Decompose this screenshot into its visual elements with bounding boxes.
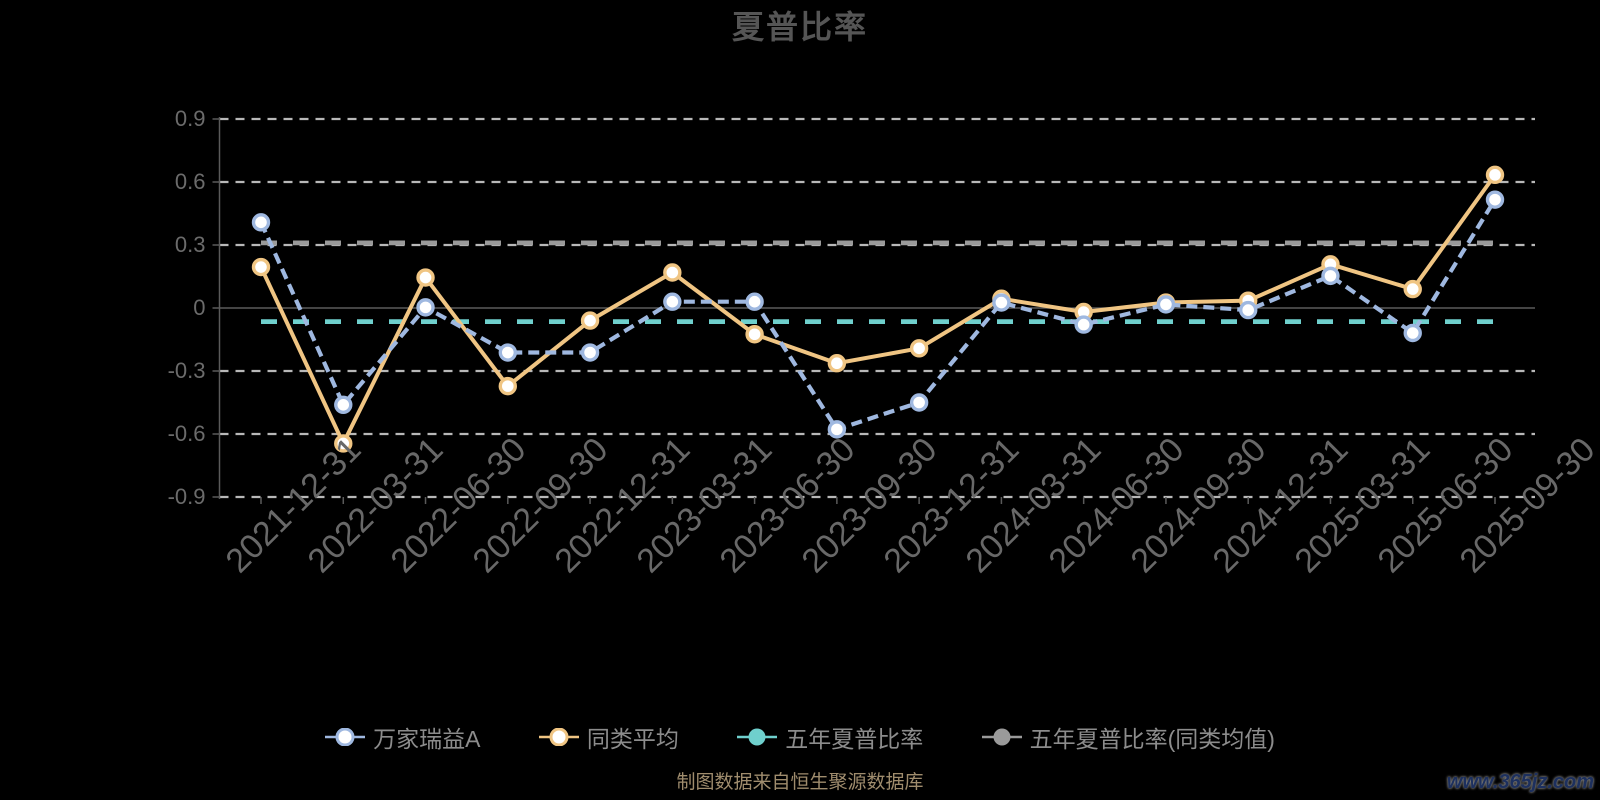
svg-text:0.9: 0.9 <box>175 106 206 131</box>
svg-text:0.3: 0.3 <box>175 232 206 257</box>
svg-text:-0.6: -0.6 <box>168 421 206 446</box>
svg-text:0.6: 0.6 <box>175 169 206 194</box>
svg-text:-0.3: -0.3 <box>168 358 206 383</box>
svg-text:0: 0 <box>193 295 205 320</box>
